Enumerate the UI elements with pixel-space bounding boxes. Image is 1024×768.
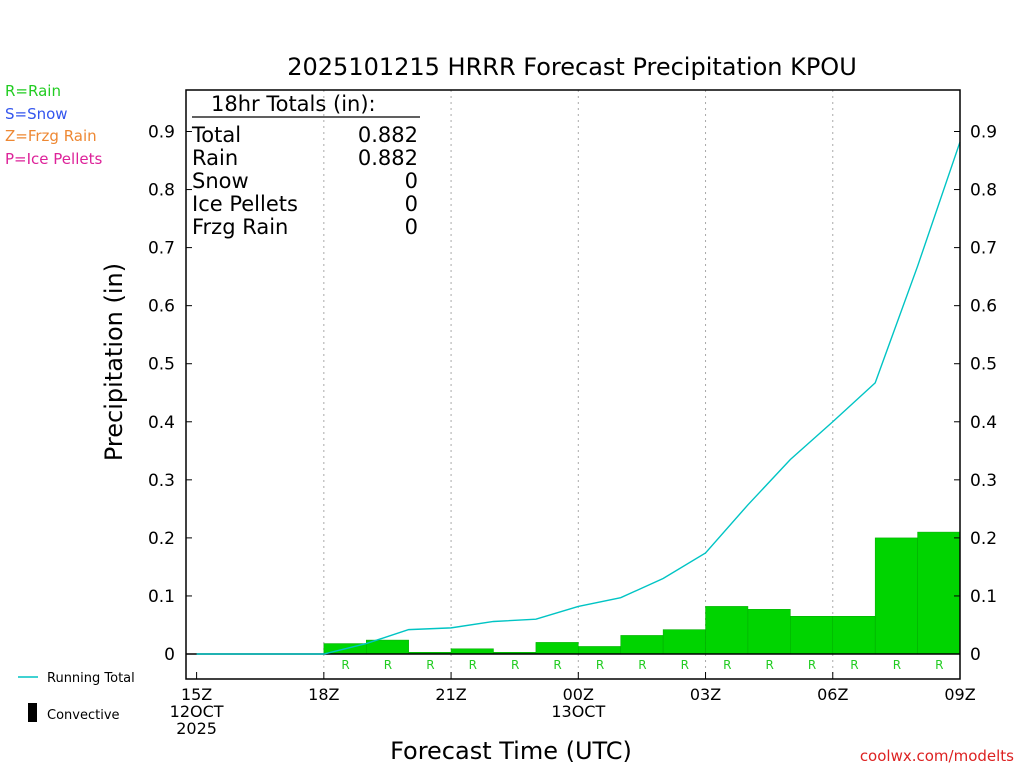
precip-bar bbox=[790, 616, 834, 655]
y-tick-label-left: 0.2 bbox=[148, 529, 175, 549]
credit-text: coolwx.com/modelts bbox=[860, 747, 1014, 765]
hourly-bars bbox=[323, 531, 961, 655]
y-tick-label-right: 0.9 bbox=[970, 123, 997, 143]
y-tick-label-right: 0.5 bbox=[970, 355, 997, 375]
precip-type-legend: R=Rain S=Snow Z=Frzg Rain P=Ice Pellets bbox=[5, 82, 102, 168]
totals-value-frzg-rain: 0 bbox=[405, 215, 418, 239]
y-tick-label-left: 0.4 bbox=[148, 413, 175, 433]
precip-type-label: R bbox=[553, 658, 561, 672]
precip-type-label: R bbox=[765, 658, 773, 672]
y-tick-label-right: 0.4 bbox=[970, 413, 997, 433]
precip-bar bbox=[662, 629, 706, 655]
convective-legend-label: Convective bbox=[47, 708, 120, 723]
totals-label-total: Total bbox=[191, 123, 241, 147]
totals-value-rain: 0.882 bbox=[358, 146, 418, 170]
precip-type-label: R bbox=[808, 658, 816, 672]
precip-type-label: R bbox=[681, 658, 689, 672]
x-tick-label: 13OCT bbox=[551, 702, 605, 721]
precip-bar bbox=[747, 609, 791, 655]
y-axis-label: Precipitation (in) bbox=[100, 263, 128, 461]
x-tick-label: 12OCT bbox=[170, 702, 224, 721]
totals-box: 18hr Totals (in): Total 0.882 Rain 0.882… bbox=[191, 92, 420, 239]
y-tick-label-left: 0.9 bbox=[148, 123, 175, 143]
legend-frzg-rain: Z=Frzg Rain bbox=[5, 127, 97, 145]
totals-label-ice-pellets: Ice Pellets bbox=[192, 192, 298, 216]
precip-bar bbox=[450, 648, 494, 655]
precip-bar bbox=[832, 616, 876, 655]
plot-frame bbox=[185, 89, 961, 680]
totals-value-ice-pellets: 0 bbox=[405, 192, 418, 216]
x-tick-label: 15Z bbox=[181, 685, 212, 704]
totals-label-snow: Snow bbox=[192, 169, 249, 193]
totals-label-rain: Rain bbox=[192, 146, 238, 170]
x-axis-label: Forecast Time (UTC) bbox=[390, 737, 632, 765]
legend-ice-pellets: P=Ice Pellets bbox=[5, 150, 102, 168]
precip-bar bbox=[535, 642, 579, 655]
totals-value-total: 0.882 bbox=[358, 123, 418, 147]
x-tick-label: 2025 bbox=[176, 719, 217, 738]
precip-bar bbox=[620, 635, 664, 655]
precip-type-label: R bbox=[341, 658, 349, 672]
series-legend: Running Total Convective bbox=[18, 671, 135, 723]
running-total-series bbox=[196, 141, 961, 655]
chart-title: 2025101215 HRRR Forecast Precipitation K… bbox=[287, 53, 857, 81]
x-tick-label: 00Z bbox=[563, 685, 594, 704]
y-tick-label-right: 0.8 bbox=[970, 181, 997, 201]
precip-type-label: R bbox=[596, 658, 604, 672]
x-tick-label: 21Z bbox=[435, 685, 466, 704]
convective-legend-swatch bbox=[28, 703, 37, 722]
precip-type-label: R bbox=[511, 658, 519, 672]
running-total-legend-label: Running Total bbox=[47, 671, 135, 686]
y-tick-label-right: 0.2 bbox=[970, 529, 997, 549]
y-tick-label-left: 0 bbox=[164, 645, 175, 665]
precip-bar bbox=[917, 531, 961, 655]
x-tick-label: 03Z bbox=[690, 685, 721, 704]
legend-rain: R=Rain bbox=[5, 82, 61, 100]
x-tick-label: 09Z bbox=[944, 685, 975, 704]
y-tick-label-left: 0.8 bbox=[148, 181, 175, 201]
running-total-line bbox=[196, 141, 961, 655]
y-tick-label-left: 0.3 bbox=[148, 471, 175, 491]
totals-heading: 18hr Totals (in): bbox=[211, 92, 376, 116]
precip-type-label: R bbox=[384, 658, 392, 672]
y-tick-label-left: 0.7 bbox=[148, 239, 175, 259]
precip-type-label: R bbox=[638, 658, 646, 672]
precip-bar bbox=[578, 646, 621, 655]
y-tick-label-right: 0.7 bbox=[970, 239, 997, 259]
precip-type-label: R bbox=[850, 658, 858, 672]
y-tick-label-right: 0.1 bbox=[970, 587, 997, 607]
y-tick-label-right: 0.6 bbox=[970, 297, 997, 317]
y-tick-label-left: 0.6 bbox=[148, 297, 175, 317]
precip-bar bbox=[874, 537, 918, 655]
grid-layer bbox=[323, 90, 834, 679]
x-tick-label: 06Z bbox=[817, 685, 848, 704]
precip-type-label: R bbox=[469, 658, 477, 672]
y-tick-label-right: 0 bbox=[970, 645, 981, 665]
precip-bar bbox=[705, 606, 749, 655]
y-tick-label-right: 0.3 bbox=[970, 471, 997, 491]
x-tick-label: 18Z bbox=[308, 685, 339, 704]
precip-type-label: R bbox=[893, 658, 901, 672]
y-tick-label-left: 0.5 bbox=[148, 355, 175, 375]
legend-snow: S=Snow bbox=[5, 105, 68, 123]
axes: 0 00.1 0.10.2 0.20.3 0.30.4 0.40.5 0.50.6 0.60.… bbox=[148, 123, 997, 739]
y-tick-label-left: 0.1 bbox=[148, 587, 175, 607]
precip-type-label: R bbox=[426, 658, 434, 672]
totals-value-snow: 0 bbox=[405, 169, 418, 193]
precip-type-label: R bbox=[723, 658, 731, 672]
precip-type-label: R bbox=[935, 658, 943, 672]
totals-label-frzg-rain: Frzg Rain bbox=[192, 215, 288, 239]
